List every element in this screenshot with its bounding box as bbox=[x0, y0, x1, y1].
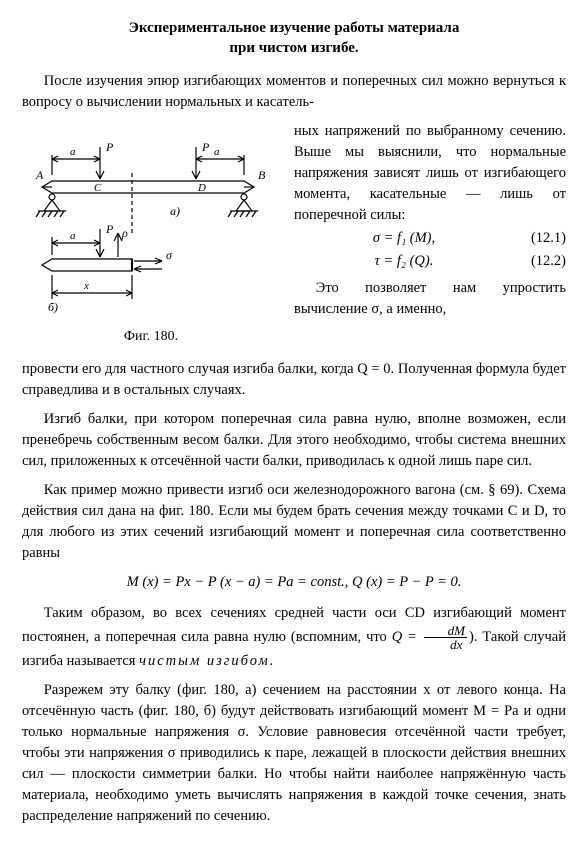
para5: Таким образом, во всех сечениях средней … bbox=[22, 603, 566, 672]
figure-text-wrap: A B C D P P a a а) bbox=[22, 121, 566, 351]
label-P3: P bbox=[105, 222, 114, 236]
eq1-body: σ = f₁ (M), bbox=[294, 228, 514, 249]
label-rho: ρ bbox=[121, 226, 128, 240]
para3: Изгиб балки, при котором поперечная сила… bbox=[22, 409, 566, 472]
label-D: D bbox=[197, 182, 206, 194]
para2-rest: провести его для частного случая изгиба … bbox=[22, 359, 566, 401]
eq1-num: (12.1) bbox=[514, 228, 566, 249]
label-B: B bbox=[258, 168, 266, 182]
figure-caption: Фиг. 180. bbox=[22, 327, 280, 347]
title-line-1: Экспериментальное изучение работы матери… bbox=[129, 20, 460, 36]
eq2-body: τ = f₂ (Q). bbox=[294, 251, 514, 272]
label-sub-a: а) bbox=[170, 204, 180, 218]
para6: Разрежем эту балку (фиг. 180, а) сечение… bbox=[22, 680, 566, 827]
beam-diagram-svg: A B C D P P a a а) bbox=[22, 125, 280, 315]
label-A: A bbox=[35, 168, 44, 182]
label-a2: a bbox=[214, 146, 220, 158]
label-a1: a bbox=[70, 146, 76, 158]
para1-lead: После изучения эпюр изгибающих моментов … bbox=[22, 71, 566, 113]
center-equation: M (x) = Px − P (x − a) = Pa = const., Q … bbox=[22, 572, 566, 593]
eq2-num: (12.2) bbox=[514, 251, 566, 272]
page-title: Экспериментальное изучение работы матери… bbox=[22, 18, 566, 59]
label-C: C bbox=[94, 182, 102, 194]
equation-12-2: τ = f₂ (Q). (12.2) bbox=[294, 251, 566, 272]
para4: Как пример можно привести изгиб оси желе… bbox=[22, 480, 566, 564]
label-a3: a bbox=[70, 230, 76, 242]
label-x: x bbox=[83, 280, 89, 292]
figure-180: A B C D P P a a а) bbox=[22, 125, 280, 347]
para5-em: чистым изгибом. bbox=[139, 653, 275, 669]
label-P2: P bbox=[201, 140, 210, 154]
label-sub-b: б) bbox=[48, 300, 58, 314]
title-line-2: при чистом изгибе. bbox=[229, 40, 358, 56]
label-P1: P bbox=[105, 140, 114, 154]
equation-12-1: σ = f₁ (M), (12.1) bbox=[294, 228, 566, 249]
label-sigma: σ bbox=[166, 248, 173, 262]
